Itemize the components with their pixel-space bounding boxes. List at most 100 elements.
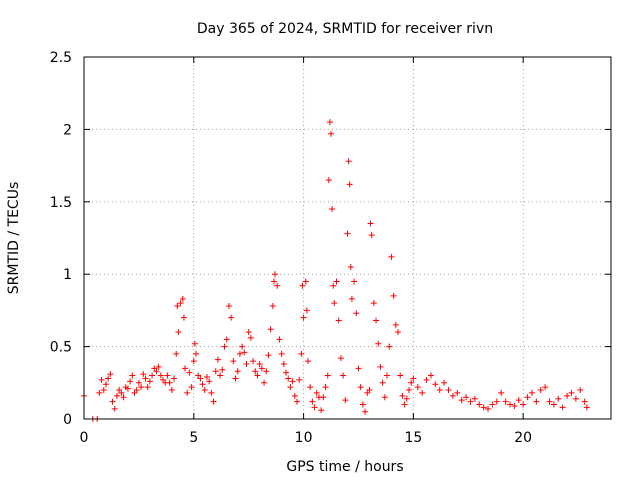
data-point bbox=[166, 379, 173, 386]
data-point bbox=[191, 340, 198, 347]
data-point bbox=[555, 395, 562, 402]
data-point bbox=[405, 387, 412, 394]
data-point bbox=[476, 401, 483, 408]
data-point bbox=[533, 398, 540, 405]
data-point bbox=[256, 360, 263, 367]
data-point bbox=[153, 368, 160, 375]
y-tick-label: 0.5 bbox=[50, 340, 72, 356]
x-tick-labels: 0 5 10 15 20 bbox=[80, 430, 533, 446]
data-point bbox=[221, 343, 228, 350]
y-tick-label: 1 bbox=[63, 267, 72, 283]
data-point bbox=[355, 365, 362, 372]
data-point bbox=[399, 392, 406, 399]
data-point bbox=[188, 384, 195, 391]
data-point bbox=[423, 376, 430, 383]
data-point bbox=[427, 372, 434, 379]
data-point bbox=[192, 350, 199, 357]
data-point bbox=[135, 379, 142, 386]
data-point bbox=[362, 408, 369, 415]
data-point bbox=[329, 206, 336, 213]
data-point bbox=[515, 397, 522, 404]
data-point bbox=[274, 282, 281, 289]
data-point bbox=[140, 371, 147, 378]
data-point bbox=[241, 349, 248, 356]
data-point bbox=[270, 278, 277, 285]
data-point bbox=[511, 402, 518, 409]
data-point bbox=[267, 326, 274, 333]
data-point bbox=[577, 387, 584, 394]
data-point bbox=[485, 405, 492, 412]
y-tick-label: 1.5 bbox=[50, 195, 72, 211]
y-tick-label: 0 bbox=[63, 412, 72, 428]
data-point bbox=[368, 232, 375, 239]
data-point bbox=[212, 368, 219, 375]
data-point bbox=[180, 314, 187, 321]
data-point bbox=[546, 398, 553, 405]
data-point bbox=[287, 384, 294, 391]
data-point bbox=[572, 395, 579, 402]
data-point bbox=[272, 271, 279, 278]
data-point bbox=[348, 295, 355, 302]
data-point bbox=[96, 389, 103, 396]
data-point bbox=[520, 401, 527, 408]
data-point bbox=[502, 398, 509, 405]
data-point bbox=[381, 394, 388, 401]
data-point bbox=[537, 387, 544, 394]
data-point bbox=[206, 378, 213, 385]
y-tick-labels: 0 0.5 1 1.5 2 2.5 bbox=[50, 50, 72, 428]
data-point bbox=[223, 336, 230, 343]
data-point bbox=[311, 404, 318, 411]
y-axis-label: SRMTID / TECUs bbox=[6, 182, 22, 295]
data-point bbox=[217, 372, 224, 379]
data-point bbox=[384, 372, 391, 379]
data-point bbox=[550, 401, 557, 408]
data-point bbox=[236, 350, 243, 357]
data-point bbox=[179, 295, 186, 302]
data-point bbox=[441, 379, 448, 386]
data-point bbox=[100, 387, 107, 394]
data-point bbox=[171, 375, 178, 382]
data-point bbox=[245, 329, 252, 336]
data-point bbox=[296, 376, 303, 383]
data-point bbox=[243, 360, 250, 367]
data-point bbox=[276, 336, 283, 343]
data-point bbox=[291, 392, 298, 399]
data-point bbox=[175, 329, 182, 336]
data-point bbox=[177, 300, 184, 307]
data-point bbox=[230, 358, 237, 365]
data-point bbox=[463, 394, 470, 401]
data-point bbox=[390, 292, 397, 299]
data-point bbox=[403, 395, 410, 402]
data-point bbox=[344, 230, 351, 237]
x-tick-label: 0 bbox=[80, 430, 89, 446]
data-point bbox=[410, 375, 417, 382]
data-point bbox=[304, 358, 311, 365]
data-point bbox=[102, 381, 109, 388]
data-point bbox=[98, 376, 105, 383]
data-point bbox=[278, 350, 285, 357]
chart-title: Day 365 of 2024, SRMTID for receiver riv… bbox=[197, 21, 493, 37]
data-point bbox=[335, 317, 342, 324]
data-point bbox=[182, 365, 189, 372]
data-point bbox=[542, 384, 549, 391]
data-point bbox=[298, 350, 305, 357]
data-point bbox=[254, 372, 261, 379]
data-point bbox=[373, 317, 380, 324]
data-point bbox=[388, 253, 395, 260]
data-points bbox=[81, 119, 590, 422]
data-point bbox=[144, 384, 151, 391]
data-point bbox=[118, 389, 125, 396]
data-point bbox=[146, 378, 153, 385]
data-point bbox=[340, 372, 347, 379]
data-point bbox=[261, 379, 268, 386]
data-point bbox=[300, 314, 307, 321]
data-point bbox=[184, 389, 191, 396]
data-point bbox=[265, 352, 272, 359]
data-point bbox=[210, 398, 217, 405]
data-point bbox=[379, 379, 386, 386]
data-point bbox=[208, 389, 215, 396]
data-point bbox=[133, 387, 140, 394]
data-point bbox=[449, 392, 456, 399]
data-point bbox=[127, 378, 134, 385]
x-tick-label: 10 bbox=[295, 430, 313, 446]
